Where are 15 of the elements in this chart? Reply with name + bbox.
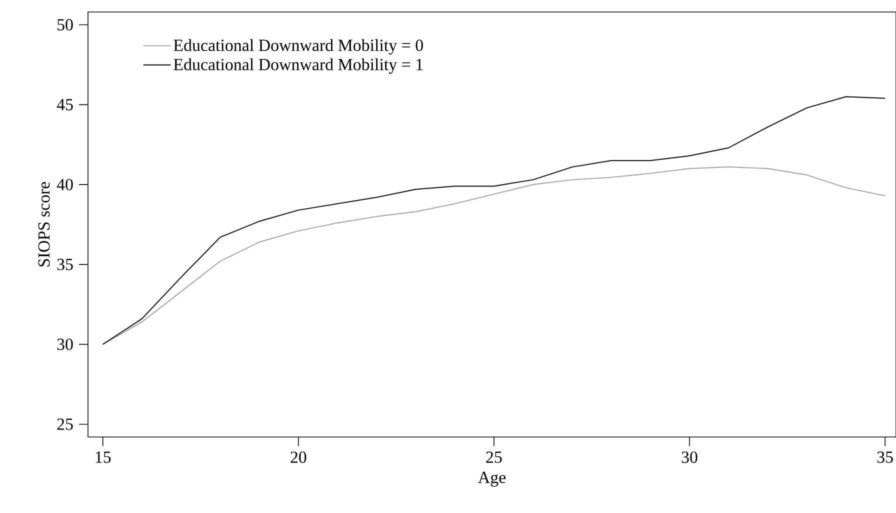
x-tick-label: 35 [877,452,893,463]
legend-label: Educational Downward Mobility = 0 [174,39,423,55]
y-tick-label: 45 [56,99,73,110]
x-axis-title: Age [478,472,506,487]
x-tick-label: 15 [96,452,111,463]
y-tick-label: 30 [57,338,73,350]
x-tick-label: 25 [486,452,502,463]
x-tick-label: 20 [290,452,306,463]
y-tick-label: 35 [57,258,73,270]
y-tick-label: 25 [57,418,73,430]
y-axis-title: SIOPS score [38,182,50,266]
y-tick-label: 40 [56,178,73,190]
legend-label: Educational Downward Mobility = 1 [174,58,423,74]
x-tick-label: 30 [682,452,698,463]
y-tick-label: 50 [58,19,73,30]
